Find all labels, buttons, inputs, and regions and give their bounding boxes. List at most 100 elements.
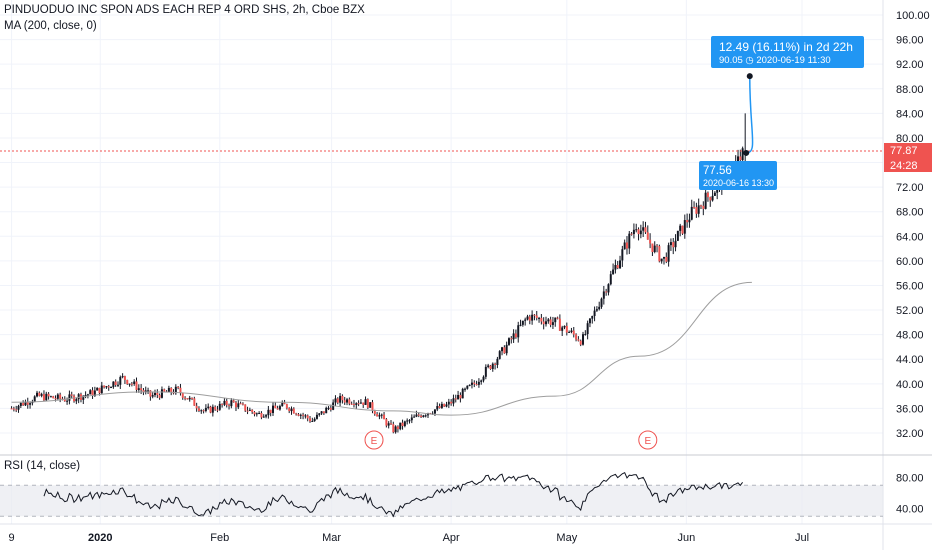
candle-body: [600, 298, 603, 307]
candle-body: [121, 376, 124, 378]
candle-body: [68, 394, 71, 401]
candle-body: [660, 258, 663, 262]
candle-body: [366, 399, 369, 408]
candle-body: [195, 405, 198, 409]
candle-body: [269, 409, 272, 413]
candle-body: [160, 389, 163, 398]
candle-body: [352, 403, 355, 405]
candle-body: [163, 389, 166, 392]
projection-arrow: [743, 73, 754, 156]
candle-body: [413, 416, 416, 418]
candle-body: [482, 376, 485, 381]
price-tick-label: 80.00: [896, 133, 924, 145]
candle-body: [147, 390, 150, 392]
candle-body: [19, 402, 22, 406]
candle-body: [693, 206, 696, 208]
candle-body: [262, 416, 265, 418]
candle-body: [588, 318, 591, 324]
candle-body: [461, 388, 464, 399]
candle-body: [350, 403, 353, 405]
symbol-title[interactable]: PINDUODUO INC SPON ADS EACH REP 4 ORD SH…: [4, 4, 365, 16]
price-axis[interactable]: 100.0096.0092.0088.0084.0080.0076.0072.0…: [896, 10, 930, 440]
candle-body: [84, 394, 87, 396]
candle-body: [658, 246, 661, 262]
candle-body: [498, 351, 501, 359]
candle-body: [112, 381, 115, 388]
candle-body: [637, 229, 640, 235]
candle-body: [662, 256, 665, 259]
candle-body: [480, 380, 483, 382]
candle-body: [306, 415, 309, 419]
candle-body: [487, 365, 490, 367]
candle-body: [332, 402, 335, 410]
candle-body: [417, 414, 420, 416]
candle-body: [267, 409, 270, 416]
candle-body: [584, 334, 587, 336]
candle-body: [82, 395, 85, 400]
candle-body: [464, 388, 467, 390]
candle-body: [105, 386, 108, 388]
candle-body: [357, 403, 360, 405]
price-tick-label: 72.00: [896, 182, 924, 194]
candle-body: [116, 384, 119, 386]
grid-lines: [0, 0, 883, 524]
earnings-marker-label: E: [644, 436, 651, 447]
candle-body: [156, 392, 159, 396]
candle-body: [295, 413, 298, 415]
candle-body: [63, 399, 66, 402]
candle-body: [211, 406, 214, 413]
candle-body: [188, 397, 191, 400]
candle-body: [91, 390, 94, 396]
ma-legend[interactable]: MA (200, close, 0): [4, 20, 97, 32]
candle-body: [47, 393, 50, 397]
time-tick-label: Apr: [443, 532, 460, 544]
candle-body: [591, 316, 594, 319]
measure-headline: 12.49 (16.11%) in 2d 22h: [719, 40, 853, 54]
candle-body: [214, 406, 217, 410]
candle-body: [595, 309, 598, 311]
candle-body: [110, 387, 113, 389]
candle-body: [253, 412, 256, 415]
candle-body: [218, 403, 221, 410]
rsi-legend[interactable]: RSI (14, close): [4, 460, 81, 472]
candle-body: [276, 408, 279, 410]
candle-body: [582, 334, 585, 345]
candle-body: [10, 408, 13, 410]
rsi-axis[interactable]: 80.00 40.00: [896, 473, 924, 516]
candle-body: [477, 381, 480, 385]
candle-body: [12, 408, 15, 410]
candle-body: [383, 414, 386, 420]
candle-body: [96, 387, 99, 391]
candle-body: [49, 396, 52, 398]
candle-body: [230, 400, 233, 407]
candle-body: [665, 256, 668, 262]
candle-body: [184, 397, 187, 399]
candle-body: [246, 410, 249, 412]
candle-body: [669, 242, 672, 246]
earnings-marker-label: E: [371, 436, 378, 447]
candle-body: [93, 390, 96, 396]
price-tick-label: 60.00: [896, 256, 924, 268]
candle-body: [144, 390, 147, 393]
candle-body: [494, 363, 497, 365]
candle-body: [311, 421, 314, 423]
candle-body: [376, 413, 379, 417]
candle-body: [621, 249, 624, 261]
candle-body: [170, 387, 173, 393]
candle-body: [690, 206, 693, 220]
candle-body: [403, 421, 406, 427]
candle-body: [52, 396, 55, 399]
candle-body: [628, 233, 631, 249]
price-tick-label: 32.00: [896, 428, 924, 440]
candle-body: [415, 414, 418, 417]
candle-body: [649, 239, 652, 244]
time-axis[interactable]: 9 2020 Feb Mar Apr May Jun Jul: [9, 532, 810, 544]
candle-body: [623, 242, 626, 250]
candle-body: [75, 399, 78, 402]
candle-body: [535, 315, 538, 319]
candle-body: [40, 394, 43, 396]
candle-body: [526, 316, 529, 320]
candle-body: [128, 383, 131, 385]
